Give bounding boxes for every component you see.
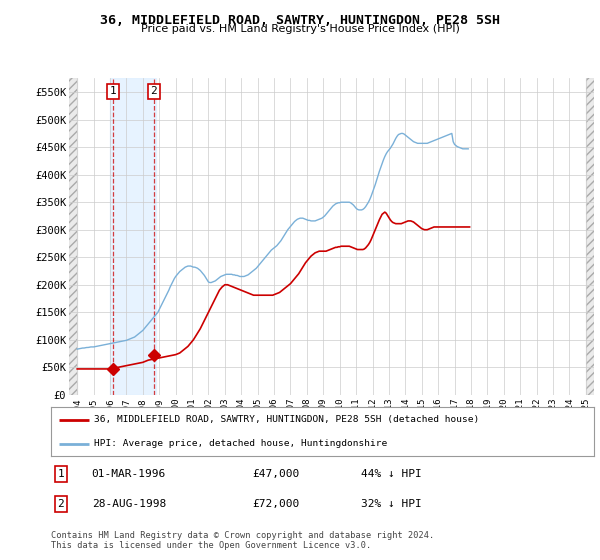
Text: Contains HM Land Registry data © Crown copyright and database right 2024.
This d: Contains HM Land Registry data © Crown c… (51, 531, 434, 550)
Text: 01-MAR-1996: 01-MAR-1996 (92, 469, 166, 479)
Text: 36, MIDDLEFIELD ROAD, SAWTRY, HUNTINGDON, PE28 5SH (detached house): 36, MIDDLEFIELD ROAD, SAWTRY, HUNTINGDON… (94, 416, 479, 424)
Bar (586, 78, 594, 395)
Bar (69, 78, 77, 395)
Text: 28-AUG-1998: 28-AUG-1998 (92, 499, 166, 509)
Text: 32% ↓ HPI: 32% ↓ HPI (361, 499, 421, 509)
Bar (586, 78, 594, 395)
Text: £47,000: £47,000 (252, 469, 299, 479)
Text: 2: 2 (58, 499, 64, 509)
Text: 2: 2 (150, 86, 157, 96)
Bar (110, 78, 156, 395)
Text: 44% ↓ HPI: 44% ↓ HPI (361, 469, 421, 479)
Text: 36, MIDDLEFIELD ROAD, SAWTRY, HUNTINGDON, PE28 5SH: 36, MIDDLEFIELD ROAD, SAWTRY, HUNTINGDON… (100, 14, 500, 27)
Bar (69, 78, 77, 395)
Text: Price paid vs. HM Land Registry's House Price Index (HPI): Price paid vs. HM Land Registry's House … (140, 24, 460, 34)
Text: 1: 1 (58, 469, 64, 479)
Text: HPI: Average price, detached house, Huntingdonshire: HPI: Average price, detached house, Hunt… (94, 439, 388, 448)
Text: £72,000: £72,000 (252, 499, 299, 509)
Text: 1: 1 (109, 86, 116, 96)
